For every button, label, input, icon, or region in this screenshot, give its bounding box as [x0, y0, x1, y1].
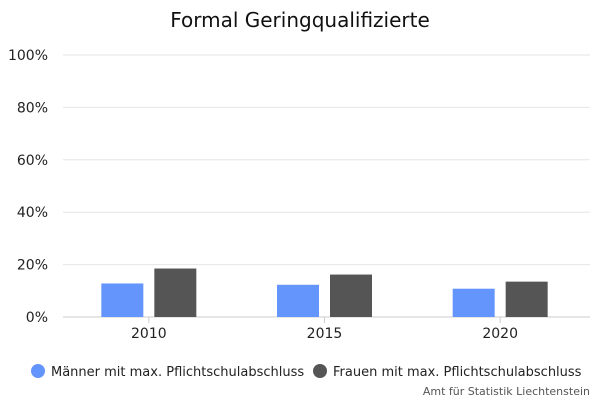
y-axis-ticks: 0% 20% 40% 60% 80% 100% — [8, 48, 48, 326]
legend-label-1: Männer mit max. Pflichtschulabschluss — [51, 365, 304, 380]
bar-2015-series-1 — [277, 284, 319, 317]
legend-marker-2 — [313, 364, 327, 378]
y-tick-label: 40% — [17, 205, 48, 221]
bar-2010-series-2 — [154, 268, 197, 317]
gridlines — [63, 54, 590, 318]
y-tick-label: 20% — [17, 258, 48, 274]
legend: Männer mit max. Pflichtschulabschluss Fra… — [31, 364, 582, 380]
legend-label-2: Frauen mit max. Pflichtschulabschluss — [333, 365, 582, 380]
x-tick-label: 2020 — [482, 326, 518, 342]
bar-2020-series-1 — [452, 288, 495, 317]
chart-title: Formal Geringqualifizierte — [170, 8, 430, 32]
y-tick-label: 0% — [26, 310, 48, 326]
y-tick-label: 60% — [17, 153, 48, 169]
x-tick-label: 2010 — [131, 326, 167, 342]
chart-credit: Amt für Statistik Liechtenstein — [423, 385, 590, 398]
legend-marker-1 — [31, 364, 45, 378]
bars — [101, 268, 548, 317]
y-tick-label: 80% — [17, 100, 48, 116]
y-tick-label: 100% — [8, 48, 48, 64]
bar-2020-series-2 — [505, 281, 548, 317]
bar-2015-series-2 — [330, 274, 372, 317]
x-axis-ticks: 2010 2015 2020 — [131, 317, 518, 342]
bar-2010-series-1 — [101, 283, 144, 317]
x-tick-label: 2015 — [307, 326, 343, 342]
